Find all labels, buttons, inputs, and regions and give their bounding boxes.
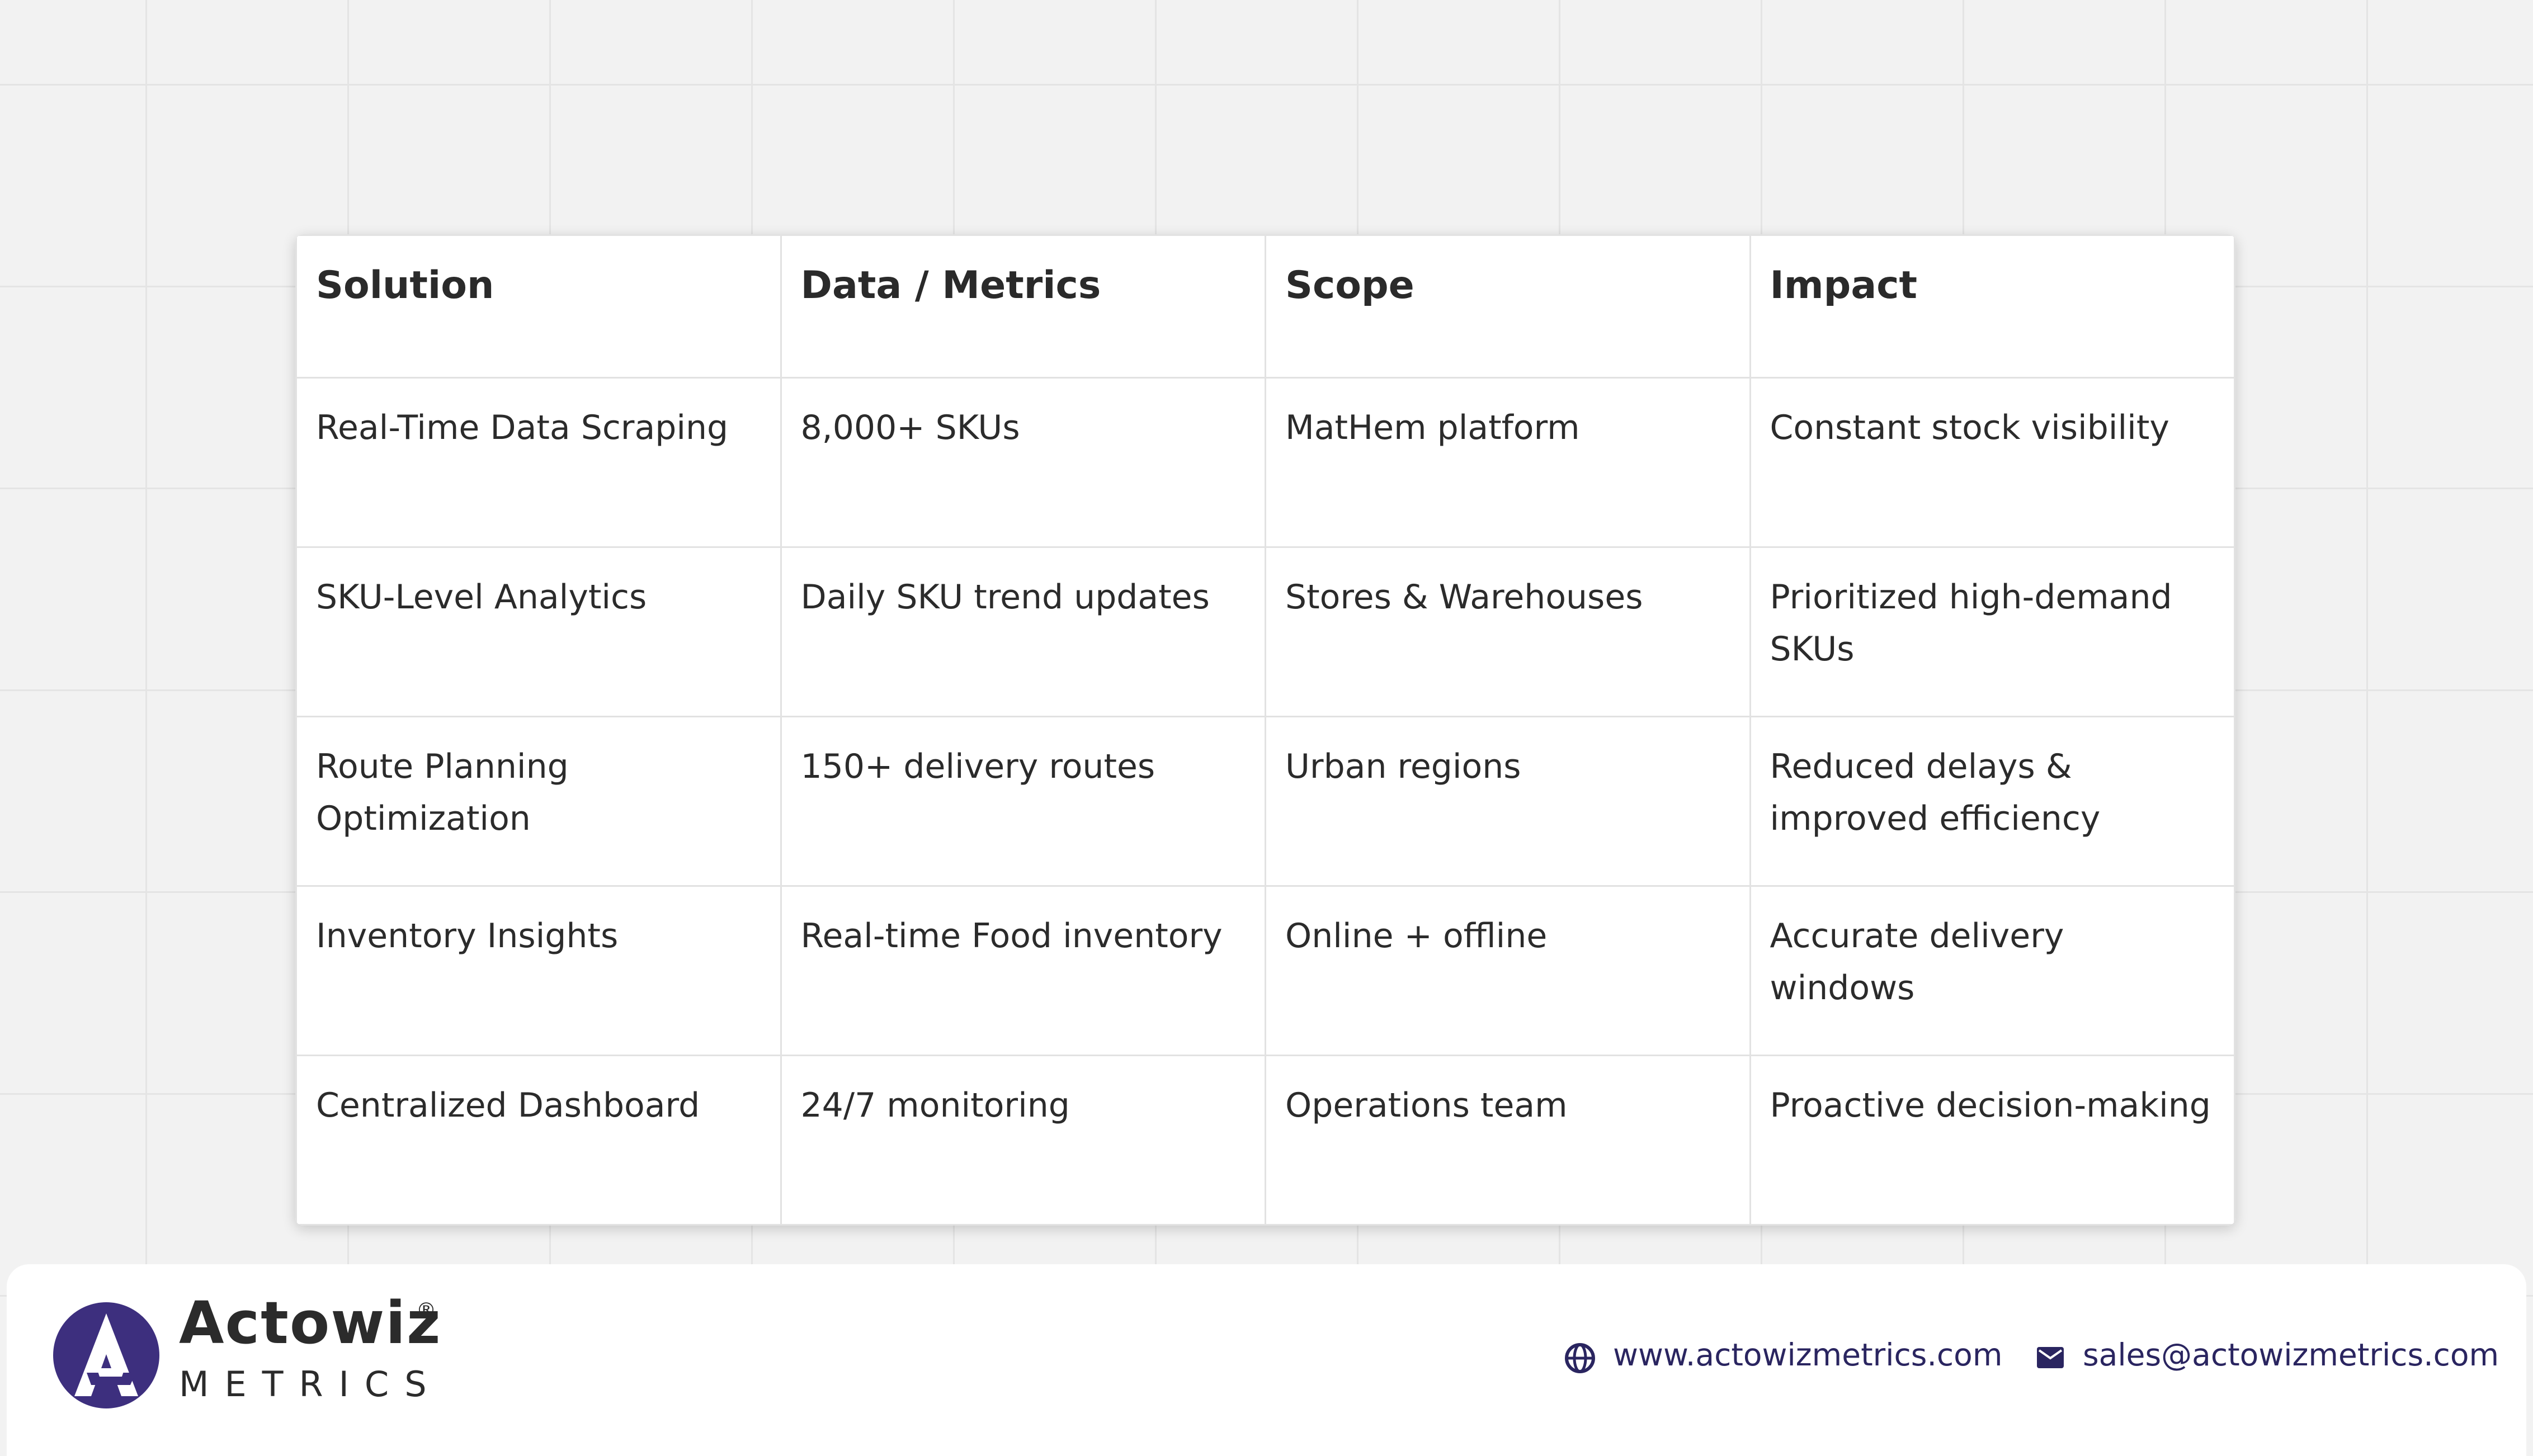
header-cell: Solution bbox=[295, 234, 782, 379]
header-cell: Scope bbox=[1265, 234, 1751, 379]
table-cell: Constant stock visibility bbox=[1749, 377, 2235, 548]
table-cell: Proactive decision-making bbox=[1749, 1055, 2235, 1226]
table-cell: Accurate delivery windows bbox=[1749, 885, 2235, 1056]
table-cell: Urban regions bbox=[1265, 716, 1751, 887]
table-cell: Prioritized high-demand SKUs bbox=[1749, 546, 2235, 717]
table-cell: Daily SKU trend updates bbox=[780, 546, 1266, 717]
table-row: Inventory Insights Real-time Food invento… bbox=[295, 885, 2235, 1056]
table-cell: Inventory Insights bbox=[295, 885, 782, 1056]
brand-mark: ® bbox=[416, 1299, 436, 1322]
brand-name: Actowiz bbox=[179, 1289, 442, 1357]
mail-icon bbox=[2037, 1347, 2064, 1368]
table-cell: 24/7 monitoring bbox=[780, 1055, 1266, 1226]
table-cell: MatHem platform bbox=[1265, 377, 1751, 548]
table-cell: Real-Time Data Scraping bbox=[295, 377, 782, 548]
table-cell: Route Planning Optimization bbox=[295, 716, 782, 887]
table-cell: 150+ delivery routes bbox=[780, 716, 1266, 887]
table-cell: Stores & Warehouses bbox=[1265, 546, 1751, 717]
table-cell: Operations team bbox=[1265, 1055, 1751, 1226]
table-cell: Real-time Food inventory bbox=[780, 885, 1266, 1056]
table-cell: Centralized Dashboard bbox=[295, 1055, 782, 1226]
email-link[interactable]: sales@actowizmetrics.com bbox=[2083, 1337, 2499, 1373]
logo-icon bbox=[53, 1302, 159, 1408]
table-row: Route Planning Optimization 150+ delivery… bbox=[295, 716, 2235, 887]
table-row: SKU-Level Analytics Daily SKU trend updat… bbox=[295, 546, 2235, 717]
footer: Actowiz ® METRICS www.actowizmetrics.com… bbox=[7, 1264, 2526, 1456]
table-cell: SKU-Level Analytics bbox=[295, 546, 782, 717]
header-row: Solution Data / Metrics Scope Impact bbox=[295, 234, 2235, 379]
website-link[interactable]: www.actowizmetrics.com bbox=[1613, 1337, 2003, 1373]
globe-icon bbox=[1565, 1343, 1595, 1373]
header-cell: Impact bbox=[1749, 234, 2235, 379]
table-cell: 8,000+ SKUs bbox=[780, 377, 1266, 548]
header-cell: Data / Metrics bbox=[780, 234, 1266, 379]
table-row: Centralized Dashboard 24/7 monitoring Oper… bbox=[295, 1055, 2235, 1226]
data-table: Solution Data / Metrics Scope Impact Real-Ti… bbox=[295, 234, 2235, 1226]
brand-sub: METRICS bbox=[179, 1364, 442, 1405]
table-cell: Online + offline bbox=[1265, 885, 1751, 1056]
table-row: Real-Time Data Scraping 8,000+ SKUs MatHem… bbox=[295, 377, 2235, 548]
table-cell: Reduced delays & improved efficiency bbox=[1749, 716, 2235, 887]
